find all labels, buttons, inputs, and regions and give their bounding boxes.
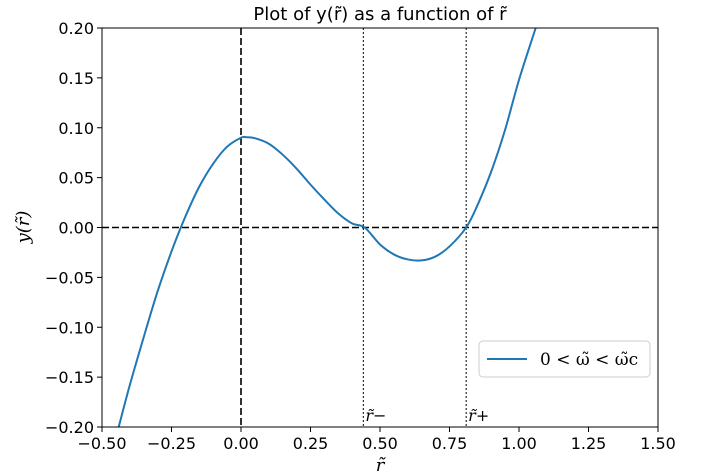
- x-tick-label: 1.50: [640, 434, 676, 453]
- y-tick-label: 0.00: [58, 219, 94, 238]
- legend-label: 0 < ω̃ < ω̃c: [540, 350, 638, 370]
- y-tick-label: 0.05: [58, 169, 94, 188]
- y-axis: −0.20 −0.15 −0.10 −0.05 0.00 0.05 0.10 0.15 0.20: [45, 19, 102, 437]
- x-tick-label: −0.50: [77, 434, 126, 453]
- x-tick-label: −0.25: [147, 434, 196, 453]
- y-tick-label: −0.20: [45, 418, 94, 437]
- legend: 0 < ω̃ < ω̃c: [478, 340, 651, 378]
- x-tick-label: 0.50: [362, 434, 398, 453]
- reference-line-label: r̃−: [365, 406, 386, 425]
- series-line: [117, 27, 537, 428]
- y-axis-label: y(r̃): [13, 211, 34, 245]
- x-tick-label: 1.25: [571, 434, 607, 453]
- x-axis: −0.50 −0.25 0.00 0.25 0.50 0.75 1.00 1.25 1.50: [77, 427, 676, 453]
- plot-series: [117, 27, 537, 428]
- x-tick-label: 0.00: [223, 434, 259, 453]
- y-tick-label: 0.20: [58, 19, 94, 38]
- x-tick-label: 0.25: [293, 434, 329, 453]
- x-tick-label: 1.00: [501, 434, 537, 453]
- reference-lines: r̃− r̃+: [102, 28, 658, 427]
- chart-title: Plot of y(r̃) as a function of r̃: [253, 4, 507, 25]
- y-tick-label: −0.10: [45, 318, 94, 337]
- y-tick-label: −0.05: [45, 268, 94, 287]
- reference-line-label: r̃+: [468, 406, 489, 425]
- y-tick-label: 0.15: [58, 69, 94, 88]
- x-tick-label: 0.75: [432, 434, 468, 453]
- x-axis-label: r̃: [376, 455, 386, 476]
- y-tick-label: 0.10: [58, 119, 94, 138]
- legend-box: [478, 340, 651, 378]
- y-tick-label: −0.15: [45, 368, 94, 387]
